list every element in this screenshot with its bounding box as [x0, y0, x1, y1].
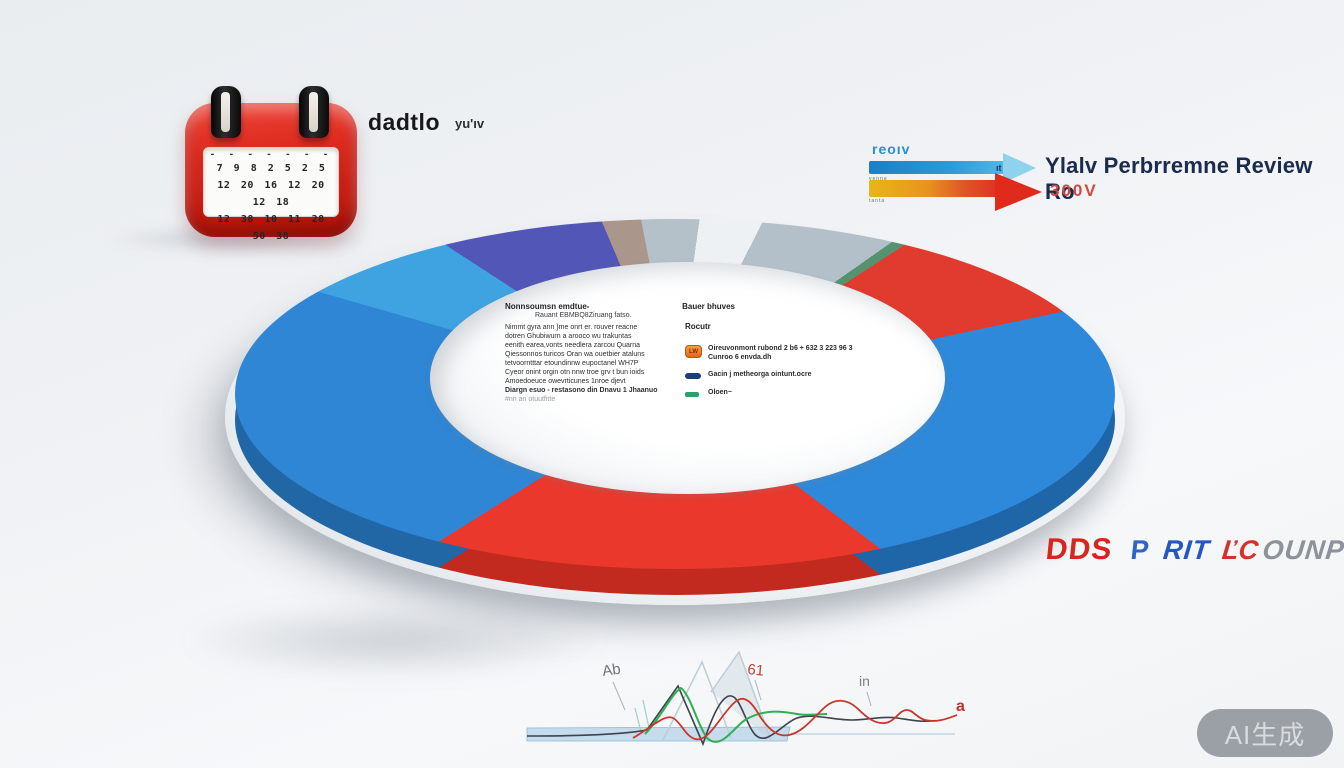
ghost-peak-lines [662, 650, 772, 741]
logo-part-lc: ĽC [1220, 535, 1260, 565]
brand-logo: DDS P RIT ĽC OUNP [1044, 533, 1344, 567]
arrow-blue-label: reoıv [872, 141, 911, 157]
red-arrow [869, 180, 997, 197]
footer-sketch-chart: Ab 61 in a [526, 650, 965, 747]
center-text-panel: Nonnsoumsn emdtue- Bauer bhuves Rauant E… [430, 262, 945, 494]
calendar-ring-left-icon [211, 86, 241, 138]
annotation-ab: Ab [601, 661, 622, 680]
calendar-label: dadtlo [368, 109, 440, 135]
calendar-sublabel: yu'ıv [455, 116, 485, 131]
page-title: Ylalv Perbrremne Review Ro [1045, 153, 1313, 204]
teal-strokes [634, 699, 650, 733]
calendar-row-1: 7 9 8 2 5 2 5 [216, 163, 326, 174]
paragraph-line: eenith earea,vonts needlera zarcou Quarn… [505, 342, 641, 349]
blue-arrow-sub-note: venne [869, 176, 888, 182]
ghost-peak-fill [711, 652, 771, 740]
annotation-61: 61 [747, 661, 765, 680]
legend-item3-label: Oloen~ [708, 388, 732, 396]
legend-item2-label: Gacin j metheorga ointunt.ocre [708, 371, 812, 378]
red-arrow-head-icon [995, 173, 1042, 211]
green-pill-icon [685, 391, 699, 397]
paragraph-line: Nimmt gyra ann }me onrt er. rouver reacn… [505, 324, 638, 331]
logo-part-ounp: OUNP [1261, 535, 1344, 565]
logo-part-p: P [1129, 535, 1151, 565]
red-line-series [632, 697, 958, 741]
paragraph-line: Cyeor onint orgin otn nnw troe grv t bun… [505, 369, 645, 376]
paragraph-line: Qiessonnos turicos Oran wa ouetbier atal… [505, 351, 645, 358]
donut-chart [180, 215, 1125, 678]
paragraph-bold-line: Diargn esuo - restasono din Dnavu 1 Jhaa… [505, 387, 658, 394]
title-red-value: 300V [1050, 181, 1098, 200]
ai-watermark-text: AI生成 [1224, 719, 1306, 750]
paragraph-line: dotren Ghubiwurn a arooco wu trakuntas [505, 333, 632, 340]
panel-left-title: Nonnsoumsn emdtue- [505, 302, 590, 311]
paragraph-line: tetvoorntttar etoundinnw eupoctanel WH7P [505, 360, 639, 367]
calendar-row-3: 12 38 10 11 28 50 38 [217, 214, 325, 242]
calendar-ring-right-icon [299, 86, 329, 138]
blue-arrow [869, 161, 1007, 174]
panel-legend: Rocutr LW Oireuvonmont rubond 2 b6 + 632… [685, 322, 875, 406]
panel-subtitle: Rauant EBMBQ8Ziruang fatso. [535, 312, 632, 319]
ai-watermark-badge: AI生成 [1197, 709, 1333, 757]
legend-title: Rocutr [685, 322, 711, 331]
panel-right-title: Bauer bhuves [682, 302, 735, 311]
legend-item: Oloen~ [685, 389, 875, 398]
legend-item: LW Oireuvonmont rubond 2 b6 + 632 3 223 … [685, 345, 875, 362]
calendar-dash-row: - - - - - - - [209, 150, 333, 160]
logo-part-rit: RIT [1161, 535, 1212, 565]
red-arrow-sub-note: tanta [869, 198, 886, 204]
paragraph-line: Amoedoeuce owevrticunes 1nroe djevt [505, 378, 626, 385]
panel-footnote: #nn an otuutfitte [505, 396, 556, 403]
blue-arrow-tip-note: ıt [996, 163, 1002, 173]
annotation-a: a [956, 698, 965, 715]
orange-badge-icon: LW [685, 345, 702, 358]
panel-paragraph: Nimmt gyra ann }me onrt er. rouver reacn… [505, 323, 685, 404]
annotation-ticks [612, 679, 872, 711]
legend-item: Gacin j metheorga ointunt.ocre [685, 371, 875, 380]
calendar-row-2: 12 20 16 12 20 12 18 [217, 180, 325, 208]
calendar-grid: - - - - - - - 7 9 8 2 5 2 5 12 20 16 12 … [203, 147, 339, 242]
legend-item1-line2: Cunroo 6 envda.dh [708, 353, 772, 361]
navy-pill-icon [685, 373, 701, 379]
legend-item1-line1: Oireuvonmont rubond 2 b6 + 632 3 223 96 … [708, 345, 853, 352]
logo-part-dds: DDS [1044, 533, 1115, 566]
green-line-series [644, 686, 828, 743]
annotation-in: in [859, 673, 870, 689]
plate-shadow [180, 603, 610, 678]
